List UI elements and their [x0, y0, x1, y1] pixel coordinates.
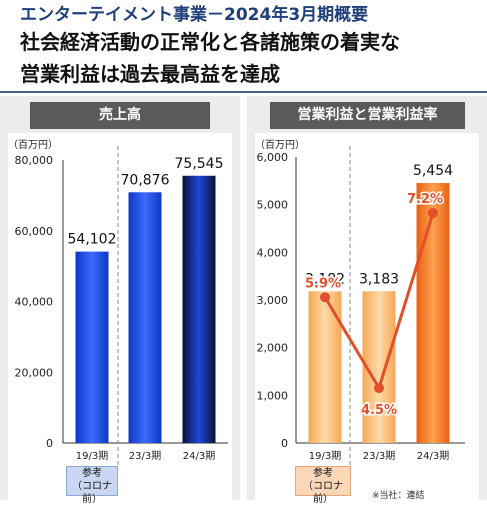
revenue-bar: [75, 251, 109, 443]
margin-value-label: 4.5%: [361, 403, 397, 418]
revenue-bar: [128, 192, 162, 443]
margin-point: [374, 383, 384, 393]
revenue-value-label: 70,876: [121, 172, 170, 188]
profit-value-label: 3,183: [359, 271, 399, 287]
profit-footnote: ※当社：連結: [372, 491, 425, 501]
revenue-value-label: 75,545: [175, 156, 224, 172]
profit-value-label: 5,454: [413, 163, 453, 179]
profit-reference-sublabel: （コロナ前）: [303, 481, 343, 505]
revenue-x-tick-label: 24/3期: [183, 450, 215, 462]
profit-y-unit: （百万円）: [255, 139, 305, 151]
margin-value-label: 7.2%: [407, 192, 443, 207]
revenue-y-tick-label: 80,000: [15, 154, 54, 167]
revenue-reference-box: 参考 （コロナ前）: [66, 466, 118, 505]
headline-line-2: 営業利益は過去最高益を達成: [20, 62, 280, 86]
profit-y-tick-label: 0: [281, 437, 288, 450]
margin-point: [428, 208, 438, 218]
revenue-bar: [182, 175, 216, 443]
revenue-x-tick-label: 19/3期: [76, 450, 108, 462]
profit-x-tick-label: 19/3期: [309, 450, 341, 462]
revenue-x-tick-label: 23/3期: [129, 450, 161, 462]
margin-point: [320, 292, 330, 303]
revenue-reference-label: 参考: [82, 468, 102, 479]
revenue-y-tick-label: 0: [46, 437, 53, 450]
profit-value-label: 3,182: [305, 271, 345, 287]
profit-x-tick-label: 23/3期: [363, 450, 395, 462]
revenue-chart-title: 売上高: [30, 102, 210, 129]
headline-line-1: 社会経済活動の正常化と各諸施策の着実な: [20, 30, 400, 54]
revenue-reference-sublabel: （コロナ前）: [72, 481, 112, 505]
profit-x-tick-label: 24/3期: [417, 450, 449, 462]
profit-y-tick-label: 3,000: [257, 294, 289, 307]
profit-y-tick-label: 6,000: [257, 151, 289, 164]
revenue-y-tick-label: 20,000: [15, 366, 54, 379]
profit-reference-box: 参考 （コロナ前）: [295, 466, 351, 505]
profit-y-tick-label: 5,000: [257, 199, 289, 212]
header-divider: [0, 91, 487, 93]
profit-chart-title: 営業利益と営業利益率: [270, 102, 465, 129]
page-subtitle: エンターテイメント事業－2024年3月期概要: [20, 5, 369, 25]
profit-y-tick-label: 4,000: [257, 246, 289, 259]
margin-value-label: 5.9%: [305, 276, 341, 291]
profit-y-tick-label: 2,000: [257, 342, 289, 355]
revenue-y-tick-label: 60,000: [15, 225, 54, 238]
revenue-y-tick-label: 40,000: [15, 296, 54, 309]
revenue-value-label: 54,102: [68, 232, 117, 248]
profit-reference-label: 参考: [313, 468, 333, 479]
profit-y-tick-label: 1,000: [257, 389, 289, 402]
profit-bar: [416, 183, 450, 443]
revenue-y-unit: （百万円）: [8, 139, 58, 151]
